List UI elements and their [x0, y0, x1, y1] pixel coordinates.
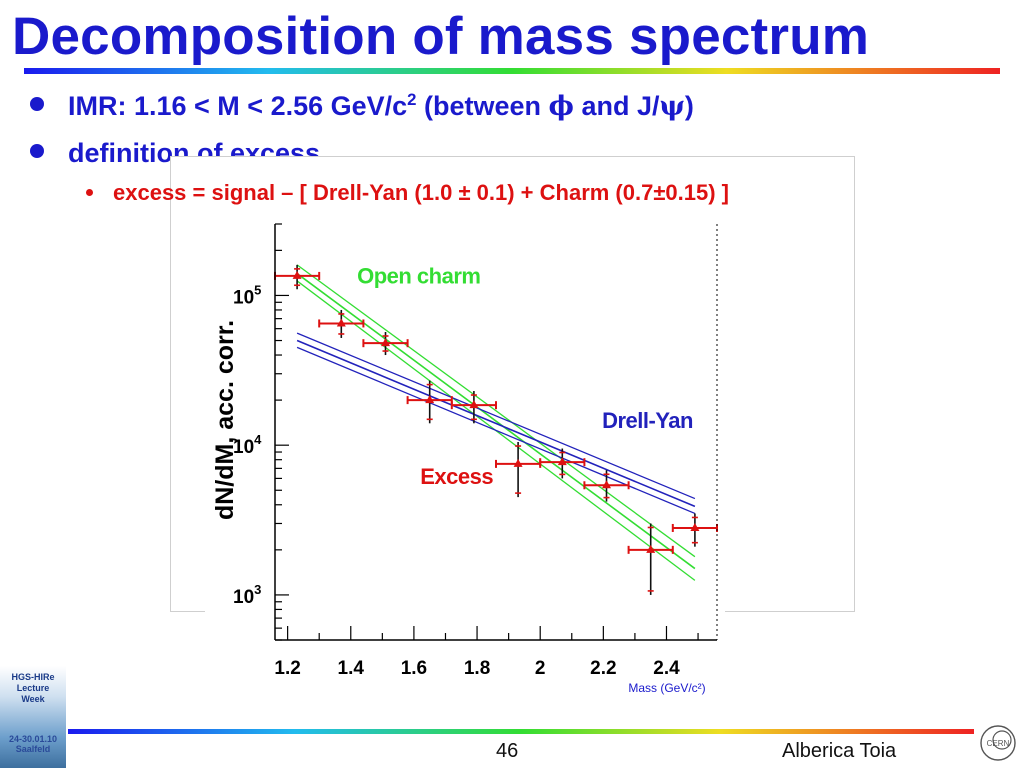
data-marker: [381, 338, 390, 347]
excess-data-point: [671, 513, 718, 547]
cern-logo-text: CERN: [987, 739, 1010, 748]
bullet-dot-icon: [30, 97, 44, 111]
bullet-imr: IMR: 1.16 < M < 2.56 GeV/c2 (between ϕ a…: [30, 90, 694, 122]
x-tick-label: 1.6: [401, 658, 427, 679]
y-tick-label: 104: [233, 432, 262, 458]
x-tick-label: 1.2: [274, 658, 300, 679]
annotation-drell-yan: Drell-Yan: [602, 408, 693, 433]
data-marker: [336, 318, 346, 327]
bullet-imr-end: ): [684, 91, 694, 121]
excess-data-point: [627, 523, 674, 595]
bullet-excess-text: excess = signal – [ Drell-Yan (1.0 ± 0.1…: [113, 180, 729, 205]
logo-date-line: Saalfeld: [15, 744, 51, 754]
excess-data-point: [583, 470, 630, 502]
data-marker: [646, 544, 656, 553]
plot-background: [205, 212, 725, 704]
bullet-imr-mid: (between: [416, 91, 549, 121]
phi-symbol: ϕ: [548, 91, 574, 122]
hgs-hire-logo: HGS-HIRe Lecture Week 24-30.01.10 Saalfe…: [0, 666, 66, 768]
logo-date-line: 24-30.01.10: [8, 734, 58, 744]
y-axis-label: dN/dM, acc. corr.: [211, 320, 239, 520]
bullet-imr-text: IMR: 1.16 < M < 2.56 GeV/c: [68, 91, 408, 121]
data-marker: [425, 395, 435, 404]
excess-data-point: [450, 391, 497, 424]
y-tick-exp: 4: [254, 432, 262, 447]
bullet-imr-sup: 2: [407, 90, 417, 109]
excess-data-point: [274, 264, 321, 290]
annotation-excess: Excess: [420, 464, 493, 489]
logo-line: Lecture: [16, 683, 50, 693]
x-tick-label: 2: [535, 658, 546, 679]
page-number: 46: [496, 740, 519, 762]
logo-date: 24-30.01.10 Saalfeld: [0, 734, 66, 754]
drell-yan-band-line: [296, 332, 696, 500]
y-tick-label: 105: [233, 282, 261, 308]
data-marker: [469, 400, 479, 409]
slide-title: Decomposition of mass spectrum: [12, 7, 870, 66]
excess-data-point: [495, 442, 542, 498]
x-tick-label: 2.2: [590, 658, 616, 679]
data-marker: [513, 458, 523, 467]
annotation-open-charm: Open charm: [357, 264, 480, 289]
logo-line: HGS-HIRe: [11, 672, 55, 682]
excess-data-point: [406, 380, 453, 424]
open-charm-band-line: [296, 264, 696, 558]
x-tick-label: 2.4: [653, 658, 680, 679]
excess-data-point: [539, 448, 586, 479]
x-tick-label: 1.8: [464, 658, 490, 679]
y-tick-exp: 5: [254, 282, 261, 297]
psi-symbol: ψ: [659, 91, 685, 122]
excess-data-point: [362, 331, 409, 356]
bullet-excess-definition: excess = signal – [ Drell-Yan (1.0 ± 0.1…: [86, 180, 729, 206]
y-tick-base: 10: [233, 437, 254, 458]
y-tick-label: 103: [233, 582, 261, 608]
drell-yan-band-line: [296, 339, 696, 508]
footer-rule: [68, 729, 974, 734]
author-name: Alberica Toia: [782, 740, 897, 762]
x-axis-label: Mass (GeV/c²): [628, 681, 705, 695]
excess-points: [274, 264, 718, 595]
excess-data-point: [318, 309, 365, 338]
data-marker: [602, 480, 611, 489]
y-tick-exp: 3: [254, 582, 261, 597]
data-marker: [292, 270, 302, 279]
title-underline: [24, 68, 1000, 74]
logo-text: HGS-HIRe Lecture Week: [0, 666, 66, 705]
y-tick-base: 10: [233, 287, 254, 308]
data-marker: [690, 522, 700, 531]
bullet-dot-icon: [30, 144, 44, 158]
bullet-dot-icon: [86, 189, 93, 196]
x-tick-label: 1.4: [338, 658, 365, 679]
bullet-imr-and: and J/: [573, 91, 660, 121]
data-marker: [557, 457, 567, 466]
y-tick-base: 10: [233, 587, 254, 608]
cern-logo-icon: CERN: [980, 725, 1016, 761]
logo-line: Week: [21, 694, 45, 704]
chart-axes: [274, 223, 718, 641]
